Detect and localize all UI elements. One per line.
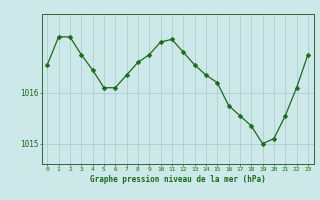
X-axis label: Graphe pression niveau de la mer (hPa): Graphe pression niveau de la mer (hPa): [90, 175, 266, 184]
